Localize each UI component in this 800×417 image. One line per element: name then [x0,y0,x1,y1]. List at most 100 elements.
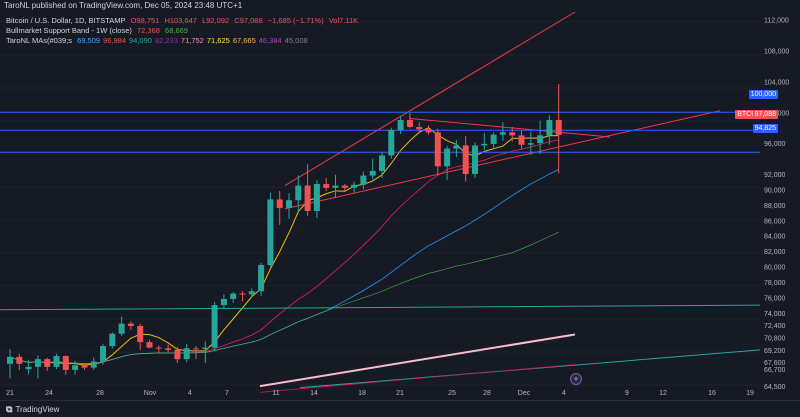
price-axis-label: 74,000 [764,311,786,318]
footer-bar: ⧉ TradingView [0,400,800,417]
price-axis-label: 78,000 [764,280,786,287]
candle-body [481,143,488,146]
time-axis-label: 18 [358,390,366,397]
candle-body [351,184,358,188]
candle-body [360,175,367,185]
candle-body [16,356,23,364]
candle-body [276,199,283,208]
legend-ma-value: 96,984 [103,36,126,45]
legend-ma-row: TaroNL MAs(#039;s 69,509 96,984 94,090 82,2… [6,36,361,46]
candle-body [127,323,134,326]
price-axis-label: 92,000 [764,172,786,179]
candle-body [313,184,320,212]
candle-body [546,120,553,136]
price-axis-label: 112,000 [764,18,789,25]
tradingview-logo[interactable]: ⧉ TradingView [6,404,59,415]
candle-body [379,155,385,171]
candle-body [137,325,144,343]
time-axis-label: 7 [225,390,229,397]
btcusd-label-tag: BTCUSD [735,110,768,119]
candle-body [7,356,13,364]
tradingview-brand-text: TradingView [15,405,60,414]
legend-ma-value: 45,008 [284,36,308,45]
candle-body [118,323,125,334]
candle-body [472,145,478,174]
time-axis-label: 24 [45,390,53,397]
candle-body [34,359,41,367]
candle-body [304,185,311,212]
price-axis-label: 96,000 [764,141,786,148]
time-axis-label: 28 [483,390,491,397]
level-94825-tag: 94,825 [752,124,778,133]
candle-body [462,145,469,174]
price-axis-label: 84,000 [764,234,786,241]
chart-legend: Bitcoin / U.S. Dollar, 1D, BITSTAMP O98,… [6,16,361,46]
candle-body [72,365,79,370]
candle-body [220,298,227,306]
legend-change: −1,685 (−1.71%) [267,16,324,25]
legend-symbol-row: Bitcoin / U.S. Dollar, 1D, BITSTAMP O98,… [6,16,361,26]
candle-body [555,120,562,135]
candle-body [230,293,237,299]
legend-volume: Vol7.11K [328,16,359,25]
legend-open: O98,751 [130,16,160,25]
publisher-text: TaroNL published on TradingView.com, Dec… [4,1,243,10]
legend-ma-value: 69,509 [77,36,101,45]
time-axis-label: 21 [6,390,14,397]
candle-body [369,170,376,176]
candle-body [518,135,525,145]
level-100k-tag: 100,000 [748,90,778,99]
price-chart[interactable]: 112,000 108,000 104,000 100,000 96,000 92,000… [0,12,800,400]
price-axis-label: 108,000 [764,49,789,56]
legend-low: L92,092 [202,16,230,25]
price-axis-label: 86,000 [764,218,786,225]
time-axis-label: Nov [144,390,157,397]
candle-body [193,348,199,350]
candle-body [537,135,544,144]
candle-body [527,143,534,145]
candle-body [100,346,106,362]
candle-body [397,120,404,131]
price-axis-bg [760,12,800,400]
candle-body [490,134,497,144]
candle-body [453,145,460,149]
candle-body [434,132,441,167]
time-axis-label: 14 [310,390,318,397]
candle-body [425,129,432,133]
chart-grid [0,21,760,386]
candle-body [90,361,97,368]
time-axis-label: 9 [625,390,629,397]
price-axis-label: 64,500 [764,384,786,391]
time-axis-label: 28 [96,390,104,397]
candle-body [146,342,153,348]
legend-support-band-row: Bullmarket Support Band - 1W (close) 72,… [6,26,361,36]
time-axis-label: 19 [746,390,754,397]
legend-ma-value: 94,090 [129,36,152,45]
add-alert-button[interactable]: + [570,373,582,385]
price-axis-label: 76,000 [764,295,786,302]
candle-body [267,199,274,266]
candle-body [416,126,423,130]
time-axis-label: 25 [448,390,456,397]
candle-body [499,132,506,135]
teal-line [0,304,761,311]
time-axis-label: 4 [188,390,192,397]
price-axis: 112,000108,000104,000100,00096,00092,000… [760,12,800,400]
candles [7,84,562,379]
candle-body [211,305,218,348]
candle-body [239,293,246,295]
legend-ma-value: 82,233 [154,36,178,45]
channel-upper-line [284,12,576,187]
candle-body [286,200,292,208]
time-axis-label: 11 [272,390,279,397]
channel-lower-line [284,110,721,210]
legend-ma-value: 71,625 [206,36,230,45]
candle-body [332,185,339,188]
horizontal-levels [0,12,761,393]
legend-symbol: Bitcoin / U.S. Dollar, 1D, BITSTAMP [6,16,126,25]
candle-body [202,347,209,350]
candle-body [406,120,413,127]
price-axis-label: 72,400 [764,323,786,330]
price-axis-label: 90,000 [764,187,786,194]
price-axis-label: 82,000 [764,249,786,256]
